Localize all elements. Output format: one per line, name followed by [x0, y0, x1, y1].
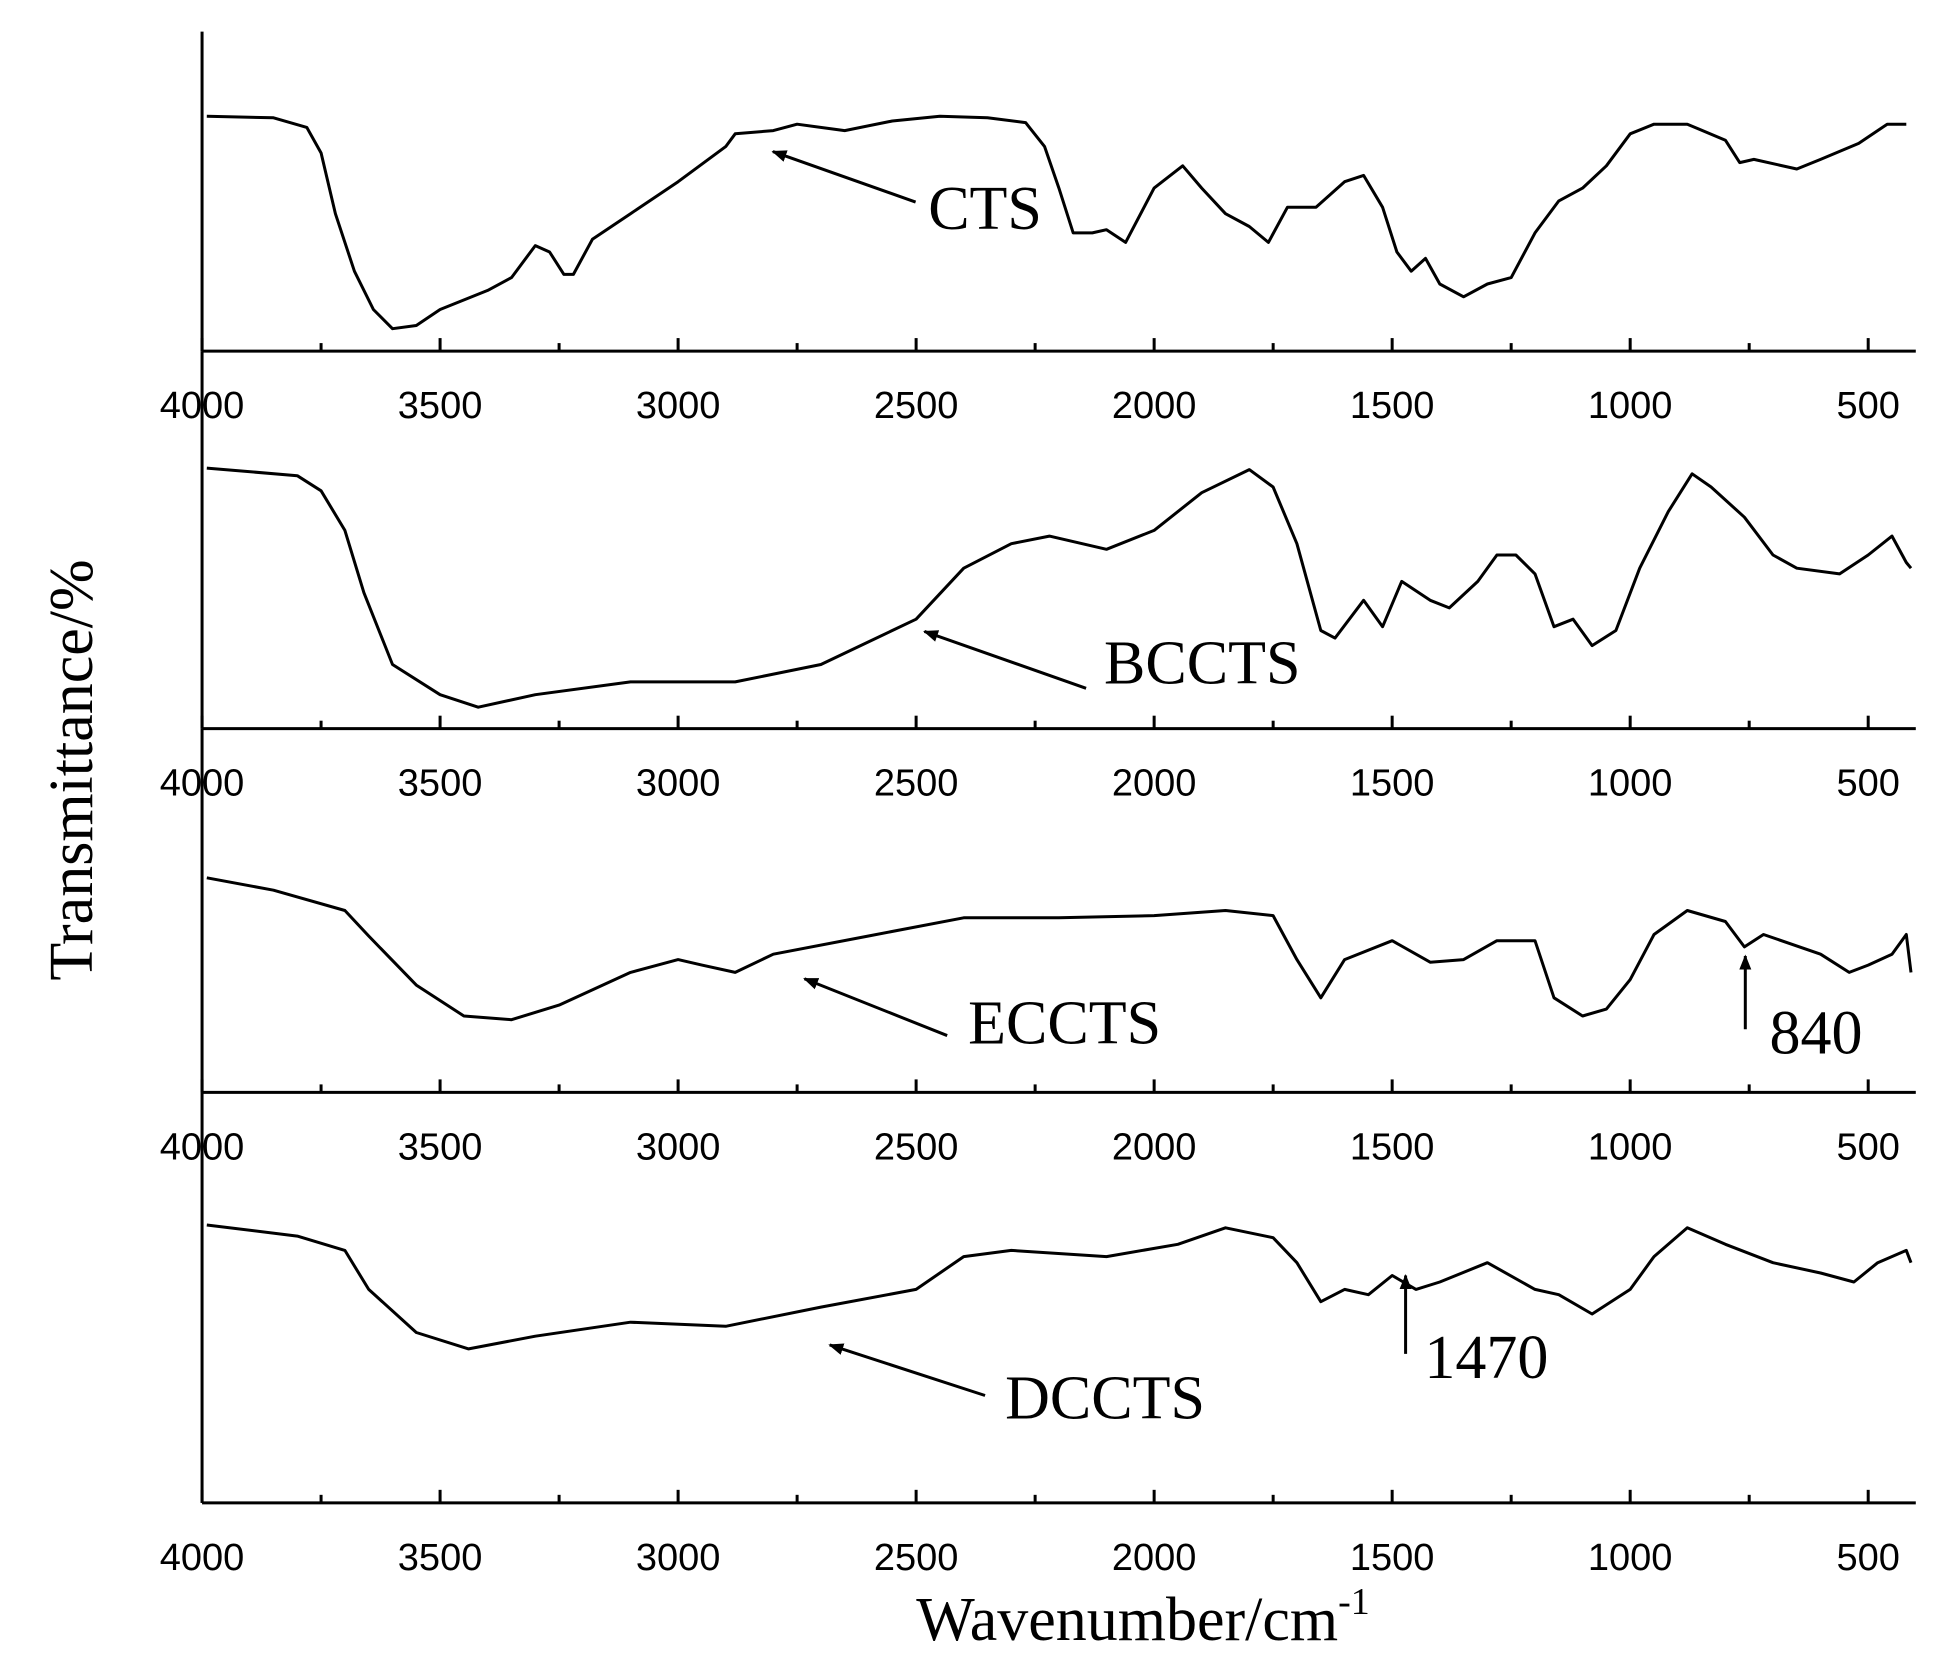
annotation-arrow [923, 630, 1087, 690]
x-tick-label: 1000 [1588, 385, 1673, 427]
x-tick-label: 3000 [636, 1537, 721, 1579]
x-tick-label: 2500 [874, 763, 959, 805]
x-axis-label-text: Wavenumber/cm [916, 1586, 1338, 1654]
x-tick-label: 2000 [1112, 763, 1197, 805]
annotation-arrow [803, 977, 948, 1037]
x-tick-label: 2000 [1112, 385, 1197, 427]
x-tick-label: 2500 [874, 385, 959, 427]
spectrum-line [206, 1223, 1913, 1351]
spectrum-line [206, 466, 1913, 709]
annotation-label: 1470 [1424, 1324, 1548, 1392]
x-tick-label: 4000 [160, 1537, 245, 1579]
spectrum-line [206, 876, 1913, 1022]
x-axis-label-superscript: -1 [1338, 1581, 1370, 1623]
x-tick-label: 1500 [1350, 1537, 1435, 1579]
x-tick-label: 3500 [398, 1537, 483, 1579]
annotation-arrow [828, 1343, 986, 1397]
annotation-label: 840 [1770, 1000, 1863, 1068]
x-tick-label: 3000 [636, 385, 721, 427]
x-tick-label: 500 [1836, 385, 1899, 427]
x-tick-label: 1000 [1588, 763, 1673, 805]
x-tick-label: 3500 [398, 763, 483, 805]
x-tick-label: 2500 [874, 1126, 959, 1168]
spectrum-line [206, 114, 1907, 331]
x-tick-label: 2500 [874, 1537, 959, 1579]
x-tick-label: 3500 [398, 385, 483, 427]
series-label: ECCTS [968, 989, 1161, 1057]
x-tick-label: 3000 [636, 763, 721, 805]
x-tick-label: 500 [1836, 1126, 1899, 1168]
x-tick-label: 2000 [1112, 1537, 1197, 1579]
x-tick-label: 1000 [1588, 1126, 1673, 1168]
x-axis-label: Wavenumber/cm-1 [916, 1581, 1370, 1654]
x-tick-label: 1500 [1350, 1126, 1435, 1168]
annotation-arrow [771, 150, 917, 204]
x-tick-label: 1500 [1350, 763, 1435, 805]
y-axis-label: Transmittance/% [38, 559, 106, 980]
series-label: CTS [928, 175, 1042, 243]
x-tick-label: 2000 [1112, 1126, 1197, 1168]
x-tick-label: 3000 [636, 1126, 721, 1168]
x-tick-label: 1500 [1350, 385, 1435, 427]
x-tick-label: 500 [1836, 1537, 1899, 1579]
x-tick-label: 3500 [398, 1126, 483, 1168]
series-label: BCCTS [1104, 630, 1300, 698]
x-tick-label: 500 [1836, 763, 1899, 805]
series-label: DCCTS [1005, 1365, 1205, 1433]
x-tick-label: 1000 [1588, 1537, 1673, 1579]
